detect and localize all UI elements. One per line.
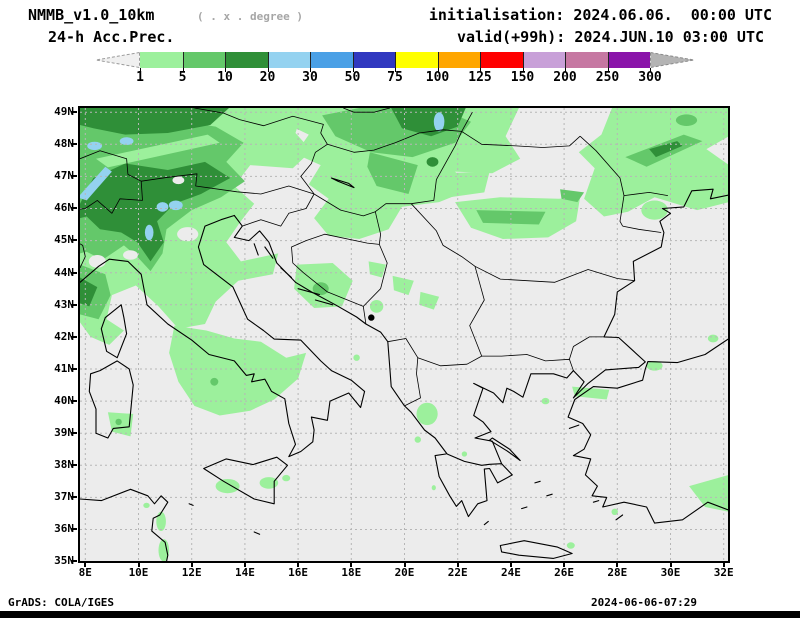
coastline: [188, 503, 194, 506]
colorbar-right-arrow-icon: [650, 52, 695, 68]
colorbar-left-arrow-icon: [95, 52, 140, 68]
country-border: [410, 203, 635, 283]
footer-timestamp: 2024-06-06-07:29: [591, 596, 697, 609]
country-border: [387, 338, 419, 358]
country-border: [79, 243, 86, 269]
coastline: [483, 520, 489, 526]
country-border: [300, 132, 328, 195]
precip-blob: [649, 141, 683, 158]
coastline: [264, 246, 274, 259]
map-svg: [79, 107, 730, 563]
grid-note: ( . x . degree ): [197, 10, 303, 23]
country-border: [579, 135, 625, 227]
colorbar-labels: 1 5 10 20 30 50 75 100 125 150 200 250 300: [136, 70, 662, 85]
model-title: NMMB_v1.0_10km: [28, 6, 155, 24]
coastline: [253, 243, 259, 256]
country-border: [569, 336, 604, 360]
precip-blob: [169, 325, 307, 416]
bottom-bar: [0, 611, 800, 618]
coastline: [79, 214, 366, 458]
precip-blob: [419, 291, 440, 310]
coastline: [592, 500, 600, 503]
coastline: [314, 299, 334, 306]
station-marker: [368, 314, 375, 321]
precip-blob: [689, 474, 729, 512]
precip-blob: [441, 171, 490, 198]
coastline: [572, 188, 730, 399]
coastline: [521, 506, 528, 510]
map-frame: [78, 106, 730, 563]
country-border: [363, 244, 388, 307]
coastline: [88, 360, 134, 439]
precip-blob: [476, 210, 546, 225]
coastline: [499, 540, 573, 559]
precip-blob: [391, 108, 466, 137]
country-border: [194, 107, 324, 134]
coastline: [473, 370, 574, 465]
coastline: [546, 493, 553, 497]
coastline: [330, 177, 355, 189]
coastline: [568, 424, 580, 429]
country-border: [291, 233, 380, 325]
coastline: [567, 337, 730, 524]
country-border: [79, 150, 143, 214]
country-border: [622, 225, 662, 233]
coastline: [100, 304, 128, 359]
coastline: [233, 214, 513, 518]
coastline: [280, 267, 293, 279]
coastline: [203, 456, 289, 505]
country-border: [327, 112, 473, 153]
country-border: [461, 131, 581, 148]
precip-blob: [560, 189, 585, 203]
precip-blob: [80, 161, 231, 262]
country-border: [242, 193, 315, 227]
precip-blob: [80, 277, 98, 307]
precip-blob: [367, 152, 418, 194]
precip-blob: [368, 261, 386, 278]
coastline: [297, 288, 320, 296]
country-border: [469, 266, 485, 357]
colorbar-segments: [140, 52, 650, 68]
valid-time-label: valid(+99h): 2024.JUN.10 03:00 UTC: [456, 28, 764, 46]
country-border: [141, 173, 315, 195]
precip-blob: [392, 275, 414, 296]
country-border: [623, 192, 668, 196]
product-title: 24-h Acc.Prec.: [48, 28, 175, 46]
footer-credit: GrADS: COLA/IGES: [8, 596, 114, 609]
country-border: [313, 193, 381, 245]
coastline: [79, 488, 169, 563]
coastline: [534, 480, 541, 484]
country-border: [375, 131, 463, 213]
coastline: [615, 514, 624, 521]
country-border: [404, 354, 574, 407]
country-border: [343, 107, 391, 113]
coastline: [489, 437, 521, 462]
init-time-label: initialisation: 2024.06.06. 00:00 UTC: [428, 6, 772, 24]
coastline: [253, 531, 261, 535]
